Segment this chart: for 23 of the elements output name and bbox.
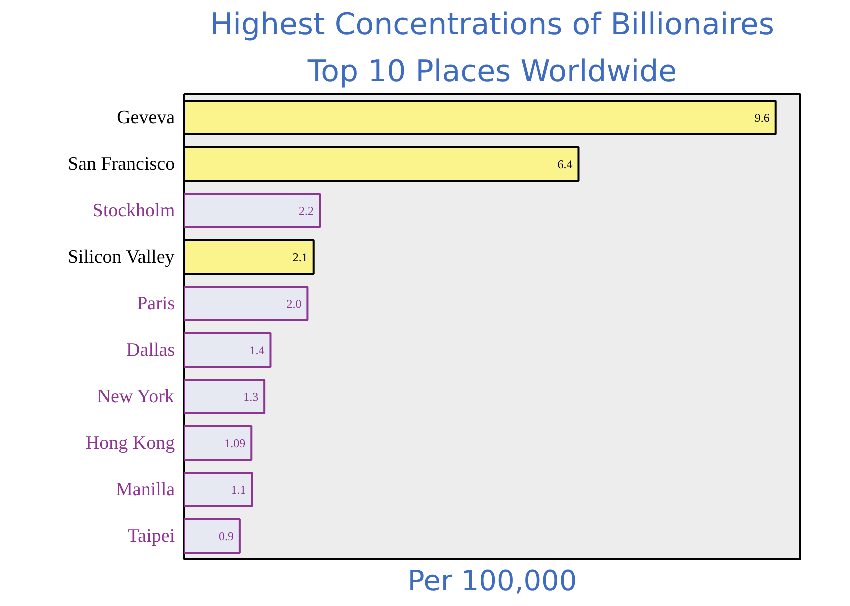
x-axis-title: Per 100,000 bbox=[408, 564, 578, 598]
y-tick-label: Hong Kong bbox=[86, 432, 176, 454]
data-label: 2.1 bbox=[292, 250, 308, 264]
data-label: 9.6 bbox=[754, 110, 770, 125]
y-tick-label: Paris bbox=[137, 293, 176, 314]
data-label: 1.09 bbox=[224, 436, 246, 450]
y-tick-label: Dallas bbox=[126, 340, 176, 361]
data-label: 1.3 bbox=[244, 390, 259, 404]
y-tick-label: Manilla bbox=[116, 479, 176, 500]
y-tick-label: Stockholm bbox=[92, 200, 176, 222]
y-tick-label: San Francisco bbox=[68, 154, 176, 175]
data-label: 2.2 bbox=[299, 204, 314, 218]
y-tick-label: Taipei bbox=[128, 526, 176, 547]
data-label: 2.0 bbox=[286, 296, 302, 311]
y-tick-label: Silicon Valley bbox=[68, 246, 176, 268]
data-label: 6.4 bbox=[558, 157, 573, 172]
y-tick-label: Geveva bbox=[117, 107, 176, 128]
chart-title: Highest Concentrations of Billionaires bbox=[210, 8, 774, 42]
data-label: 1.4 bbox=[250, 343, 265, 358]
data-label: 1.1 bbox=[231, 482, 246, 497]
data-label: 0.9 bbox=[218, 529, 234, 544]
y-tick-label: New York bbox=[97, 386, 175, 408]
chart-subtitle: Top 10 Places Worldwide bbox=[306, 54, 678, 90]
